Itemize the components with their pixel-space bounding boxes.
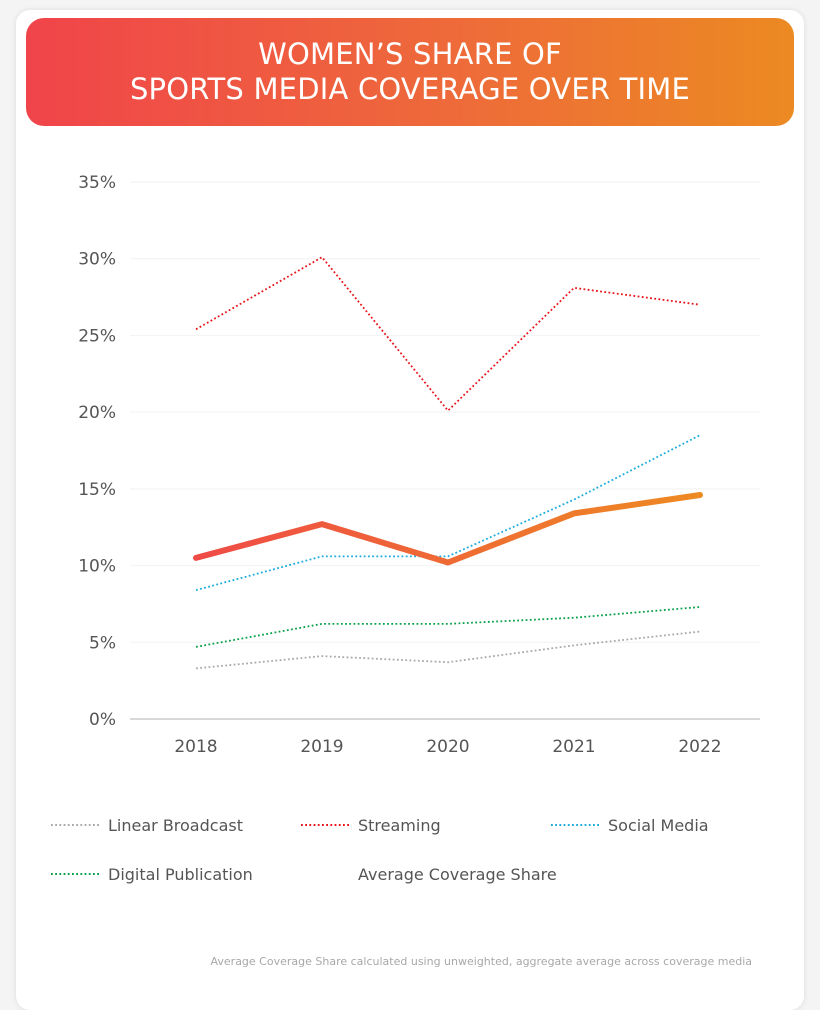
series-line-average-coverage-share <box>196 495 700 563</box>
series-line-digital-publication <box>196 607 700 647</box>
series-lines <box>196 257 700 668</box>
x-tick-label: 2021 <box>552 737 595 757</box>
legend-item-linear-broadcast: Linear Broadcast <box>50 808 243 842</box>
legend-label: Streaming <box>358 816 441 835</box>
y-axis-ticks: 0% 5% 10% 15% 20% 25% 30% 35% <box>78 173 116 730</box>
y-tick-label: 30% <box>78 250 116 270</box>
legend-label: Digital Publication <box>108 865 253 884</box>
series-line-linear-broadcast <box>196 632 700 669</box>
y-tick-label: 0% <box>89 710 116 730</box>
legend-item-streaming: Streaming <box>300 808 441 842</box>
legend-label: Social Media <box>608 816 709 835</box>
y-tick-label: 15% <box>78 480 116 500</box>
series-line-social-media <box>196 435 700 590</box>
y-tick-label: 10% <box>78 557 116 577</box>
x-tick-label: 2019 <box>300 737 343 757</box>
y-tick-label: 25% <box>78 326 116 346</box>
legend-swatch-average-coverage-share <box>300 870 352 878</box>
x-axis-ticks: 2018 2019 2020 2021 2022 <box>174 737 721 757</box>
gridlines <box>130 182 760 719</box>
legend-swatch-linear-broadcast <box>50 821 102 829</box>
legend-item-digital-publication: Digital Publication <box>50 857 253 891</box>
legend-swatch-digital-publication <box>50 870 102 878</box>
legend-swatch-social-media <box>550 821 602 829</box>
legend-label: Average Coverage Share <box>358 865 557 884</box>
chart-legend: Linear Broadcast Streaming Social Media Dig… <box>50 808 790 908</box>
y-tick-label: 35% <box>78 173 116 193</box>
x-tick-label: 2022 <box>678 737 721 757</box>
series-line-streaming <box>196 257 700 410</box>
y-tick-label: 5% <box>89 633 116 653</box>
footnote: Average Coverage Share calculated using … <box>211 955 752 968</box>
legend-item-average-coverage-share: Average Coverage Share <box>300 857 557 891</box>
y-tick-label: 20% <box>78 403 116 423</box>
legend-label: Linear Broadcast <box>108 816 243 835</box>
legend-item-social-media: Social Media <box>550 808 709 842</box>
x-tick-label: 2018 <box>174 737 217 757</box>
legend-swatch-streaming <box>300 821 352 829</box>
x-tick-label: 2020 <box>426 737 469 757</box>
